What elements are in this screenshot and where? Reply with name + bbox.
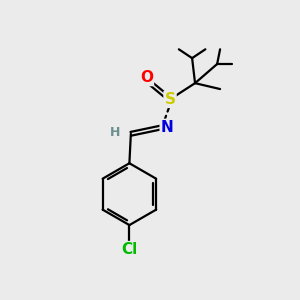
Text: H: H xyxy=(110,126,120,139)
Text: N: N xyxy=(161,120,173,135)
Text: S: S xyxy=(164,92,175,107)
Text: Cl: Cl xyxy=(121,242,137,257)
Text: O: O xyxy=(140,70,153,85)
